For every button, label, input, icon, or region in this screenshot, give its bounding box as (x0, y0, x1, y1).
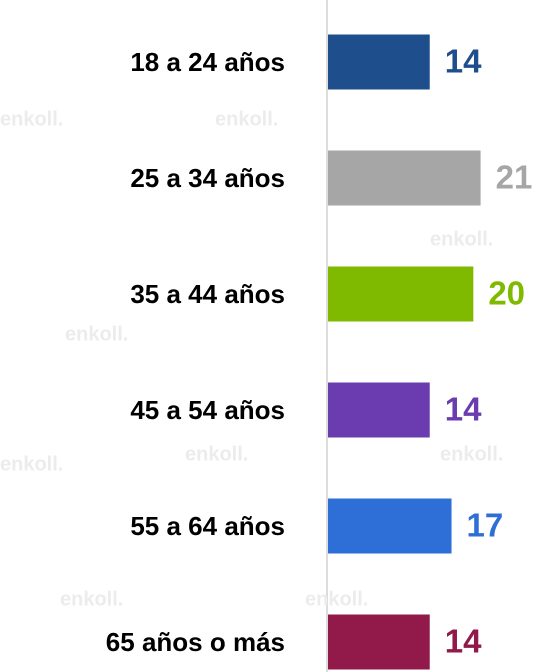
value-label: 20 (488, 275, 525, 312)
watermark: enkoll. (185, 443, 248, 465)
bar (328, 34, 430, 90)
bar (328, 614, 430, 670)
watermark: enkoll. (0, 453, 63, 475)
bar (328, 498, 452, 554)
value-label: 14 (445, 391, 482, 428)
watermark: enkoll. (60, 588, 123, 610)
watermark: enkoll. (0, 108, 63, 130)
bar (328, 382, 430, 438)
category-label: 45 a 54 años (130, 395, 285, 425)
watermark: enkoll. (440, 443, 503, 465)
category-label: 25 a 34 años (130, 163, 285, 193)
bar (328, 150, 481, 206)
value-label: 21 (496, 159, 533, 196)
watermark: enkoll. (65, 323, 128, 345)
watermark: enkoll. (215, 108, 278, 130)
value-label: 14 (445, 623, 482, 660)
bar (328, 266, 474, 322)
category-label: 35 a 44 años (130, 279, 285, 309)
watermark: enkoll. (430, 228, 493, 250)
category-label: 65 años o más (106, 627, 285, 657)
value-label: 17 (467, 507, 504, 544)
category-label: 18 a 24 años (130, 47, 285, 77)
category-label: 55 a 64 años (130, 511, 285, 541)
value-label: 14 (445, 43, 482, 80)
watermark: enkoll. (305, 588, 368, 610)
